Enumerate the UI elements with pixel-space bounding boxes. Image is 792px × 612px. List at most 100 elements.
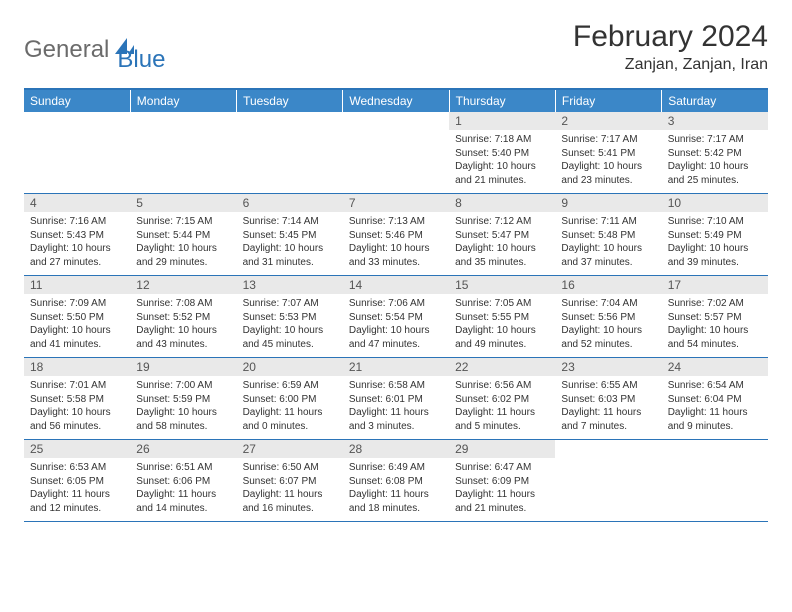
day-cell bbox=[237, 112, 343, 194]
sunrise-text: Sunrise: 6:47 AM bbox=[455, 461, 549, 475]
day-number: 24 bbox=[662, 358, 768, 376]
day-number: 14 bbox=[343, 276, 449, 294]
sunrise-text: Sunrise: 6:55 AM bbox=[561, 379, 655, 393]
day-header: Wednesday bbox=[343, 89, 449, 112]
daylight-text: Daylight: 10 hours and 49 minutes. bbox=[455, 324, 549, 351]
day-number: 10 bbox=[662, 194, 768, 212]
day-number: 1 bbox=[449, 112, 555, 130]
sunrise-text: Sunrise: 7:08 AM bbox=[136, 297, 230, 311]
sunrise-text: Sunrise: 7:05 AM bbox=[455, 297, 549, 311]
day-number: 27 bbox=[237, 440, 343, 458]
week-row: 4Sunrise: 7:16 AMSunset: 5:43 PMDaylight… bbox=[24, 194, 768, 276]
daylight-text: Daylight: 10 hours and 39 minutes. bbox=[668, 242, 762, 269]
sunset-text: Sunset: 5:41 PM bbox=[561, 147, 655, 161]
week-row: 25Sunrise: 6:53 AMSunset: 6:05 PMDayligh… bbox=[24, 440, 768, 522]
sunrise-text: Sunrise: 6:59 AM bbox=[243, 379, 337, 393]
sunset-text: Sunset: 5:42 PM bbox=[668, 147, 762, 161]
sunrise-text: Sunrise: 7:15 AM bbox=[136, 215, 230, 229]
sunset-text: Sunset: 6:09 PM bbox=[455, 475, 549, 489]
sunrise-text: Sunrise: 7:16 AM bbox=[30, 215, 124, 229]
day-cell: 6Sunrise: 7:14 AMSunset: 5:45 PMDaylight… bbox=[237, 194, 343, 276]
daylight-text: Daylight: 11 hours and 12 minutes. bbox=[30, 488, 124, 515]
day-cell bbox=[24, 112, 130, 194]
brand-logo: General Blue bbox=[24, 20, 165, 74]
day-details: Sunrise: 7:07 AMSunset: 5:53 PMDaylight:… bbox=[237, 294, 343, 357]
day-number: 12 bbox=[130, 276, 236, 294]
day-cell: 19 Sunrise: 7:00 AMSunset: 5:59 PMDayligh… bbox=[130, 358, 236, 440]
day-details: Sunrise: 6:53 AMSunset: 6:05 PMDaylight:… bbox=[24, 458, 130, 521]
sunrise-text: Sunrise: 7:12 AM bbox=[455, 215, 549, 229]
day-header: Friday bbox=[555, 89, 661, 112]
day-details: Sunrise: 7:18 AMSunset: 5:40 PMDaylight:… bbox=[449, 130, 555, 193]
daylight-text: Daylight: 11 hours and 14 minutes. bbox=[136, 488, 230, 515]
daylight-text: Daylight: 10 hours and 58 minutes. bbox=[136, 406, 230, 433]
day-number: 16 bbox=[555, 276, 661, 294]
daylight-text: Daylight: 10 hours and 31 minutes. bbox=[243, 242, 337, 269]
day-cell: 16Sunrise: 7:04 AMSunset: 5:56 PMDayligh… bbox=[555, 276, 661, 358]
brand-blue: Blue bbox=[117, 26, 165, 74]
day-number: 21 bbox=[343, 358, 449, 376]
daylight-text: Daylight: 10 hours and 37 minutes. bbox=[561, 242, 655, 269]
sunrise-text: Sunrise: 6:49 AM bbox=[349, 461, 443, 475]
day-header: Saturday bbox=[662, 89, 768, 112]
daylight-text: Daylight: 10 hours and 29 minutes. bbox=[136, 242, 230, 269]
day-number: 28 bbox=[343, 440, 449, 458]
day-cell: 9Sunrise: 7:11 AMSunset: 5:48 PMDaylight… bbox=[555, 194, 661, 276]
week-row: 1Sunrise: 7:18 AMSunset: 5:40 PMDaylight… bbox=[24, 112, 768, 194]
daylight-text: Daylight: 11 hours and 3 minutes. bbox=[349, 406, 443, 433]
day-number: 19 bbox=[130, 358, 236, 376]
day-details: Sunrise: 6:51 AMSunset: 6:06 PMDaylight:… bbox=[130, 458, 236, 521]
sunset-text: Sunset: 6:02 PM bbox=[455, 393, 549, 407]
day-cell: 13Sunrise: 7:07 AMSunset: 5:53 PMDayligh… bbox=[237, 276, 343, 358]
daylight-text: Daylight: 10 hours and 33 minutes. bbox=[349, 242, 443, 269]
day-cell bbox=[555, 440, 661, 522]
sunrise-text: Sunrise: 6:58 AM bbox=[349, 379, 443, 393]
sunrise-text: Sunrise: 6:51 AM bbox=[136, 461, 230, 475]
daylight-text: Daylight: 11 hours and 18 minutes. bbox=[349, 488, 443, 515]
daylight-text: Daylight: 11 hours and 21 minutes. bbox=[455, 488, 549, 515]
location: Zanjan, Zanjan, Iran bbox=[573, 56, 768, 74]
sunrise-text: Sunrise: 7:11 AM bbox=[561, 215, 655, 229]
day-details: Sunrise: 7:01 AMSunset: 5:58 PMDaylight:… bbox=[24, 376, 130, 439]
sunrise-text: Sunrise: 7:14 AM bbox=[243, 215, 337, 229]
sunset-text: Sunset: 5:54 PM bbox=[349, 311, 443, 325]
day-cell: 21Sunrise: 6:58 AMSunset: 6:01 PMDayligh… bbox=[343, 358, 449, 440]
sunset-text: Sunset: 5:53 PM bbox=[243, 311, 337, 325]
day-cell bbox=[662, 440, 768, 522]
day-cell: 28 Sunrise: 6:49 AMSunset: 6:08 PMDayligh… bbox=[343, 440, 449, 522]
calendar-table: SundayMondayTuesdayWednesdayThursdayFrid… bbox=[24, 88, 768, 522]
day-number: 22 bbox=[449, 358, 555, 376]
day-details: Sunrise: 7:13 AMSunset: 5:46 PMDaylight:… bbox=[343, 212, 449, 275]
sunrise-text: Sunrise: 6:50 AM bbox=[243, 461, 337, 475]
sunset-text: Sunset: 6:00 PM bbox=[243, 393, 337, 407]
day-cell: 7Sunrise: 7:13 AMSunset: 5:46 PMDaylight… bbox=[343, 194, 449, 276]
week-row: 11Sunrise: 7:09 AMSunset: 5:50 PMDayligh… bbox=[24, 276, 768, 358]
day-number: 25 bbox=[24, 440, 130, 458]
day-details: Sunrise: 7:10 AMSunset: 5:49 PMDaylight:… bbox=[662, 212, 768, 275]
sunset-text: Sunset: 5:52 PM bbox=[136, 311, 230, 325]
sunset-text: Sunset: 6:08 PM bbox=[349, 475, 443, 489]
sunset-text: Sunset: 6:05 PM bbox=[30, 475, 124, 489]
day-number: 23 bbox=[555, 358, 661, 376]
day-details: Sunrise: 7:06 AMSunset: 5:54 PMDaylight:… bbox=[343, 294, 449, 357]
day-cell: 22Sunrise: 6:56 AMSunset: 6:02 PMDayligh… bbox=[449, 358, 555, 440]
sunrise-text: Sunrise: 6:54 AM bbox=[668, 379, 762, 393]
month-title: February 2024 bbox=[573, 20, 768, 54]
day-details: Sunrise: 6:59 AMSunset: 6:00 PMDaylight:… bbox=[237, 376, 343, 439]
daylight-text: Daylight: 10 hours and 27 minutes. bbox=[30, 242, 124, 269]
sunrise-text: Sunrise: 7:00 AM bbox=[136, 379, 230, 393]
day-number: 29 bbox=[449, 440, 555, 458]
daylight-text: Daylight: 10 hours and 21 minutes. bbox=[455, 160, 549, 187]
day-number: 4 bbox=[24, 194, 130, 212]
sunrise-text: Sunrise: 6:56 AM bbox=[455, 379, 549, 393]
sunrise-text: Sunrise: 7:18 AM bbox=[455, 133, 549, 147]
daylight-text: Daylight: 11 hours and 7 minutes. bbox=[561, 406, 655, 433]
day-details: Sunrise: 7:17 AMSunset: 5:41 PMDaylight:… bbox=[555, 130, 661, 193]
day-details: Sunrise: 7:05 AMSunset: 5:55 PMDaylight:… bbox=[449, 294, 555, 357]
day-details: Sunrise: 7:04 AMSunset: 5:56 PMDaylight:… bbox=[555, 294, 661, 357]
sunset-text: Sunset: 5:45 PM bbox=[243, 229, 337, 243]
sunset-text: Sunset: 5:59 PM bbox=[136, 393, 230, 407]
day-details: Sunrise: 7:09 AMSunset: 5:50 PMDaylight:… bbox=[24, 294, 130, 357]
sunrise-text: Sunrise: 7:13 AM bbox=[349, 215, 443, 229]
sunrise-text: Sunrise: 7:01 AM bbox=[30, 379, 124, 393]
